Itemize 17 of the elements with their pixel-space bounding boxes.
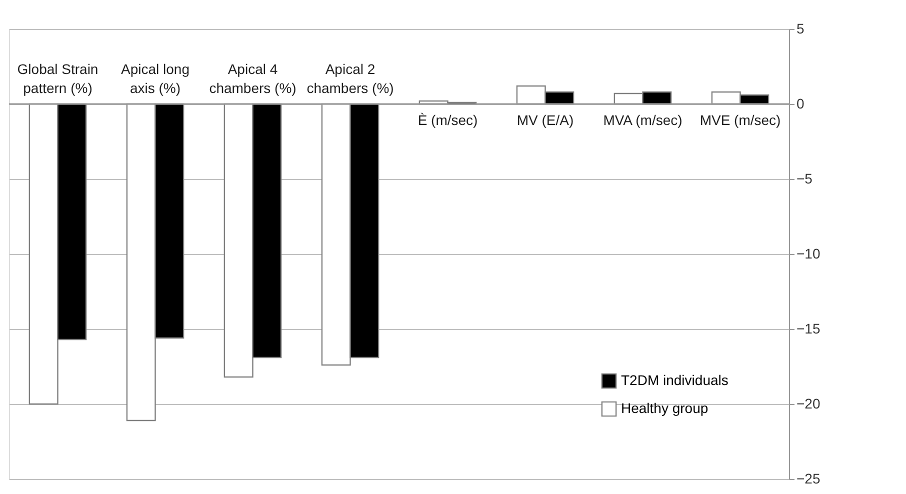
y-tick-label: 5	[796, 20, 804, 36]
x-tick-label: Apical long axis (%)	[121, 61, 190, 96]
legend-label: Healthy group	[621, 400, 708, 416]
y-tick-label: −10	[796, 246, 820, 262]
y-tick-label: −25	[796, 470, 820, 486]
x-tick-label: Apical 4 chambers (%)	[209, 61, 296, 96]
x-tick-label: Apical 2 chambers (%)	[306, 61, 394, 96]
legend-label: T2DM individuals	[621, 372, 728, 388]
x-tick-label: È (m/sec)	[418, 112, 478, 128]
x-tick-label: Global Strain pattern (%)	[17, 61, 98, 96]
x-tick-label: MVA (m/sec)	[603, 112, 682, 128]
y-tick-label: −20	[796, 396, 820, 412]
y-tick-label: −5	[796, 170, 813, 186]
x-tick-label: MV (E/A)	[516, 112, 574, 128]
y-tick-label: 0	[796, 96, 804, 112]
x-tick-label: MVE (m/sec)	[700, 112, 781, 128]
y-tick-label: −15	[796, 320, 820, 336]
